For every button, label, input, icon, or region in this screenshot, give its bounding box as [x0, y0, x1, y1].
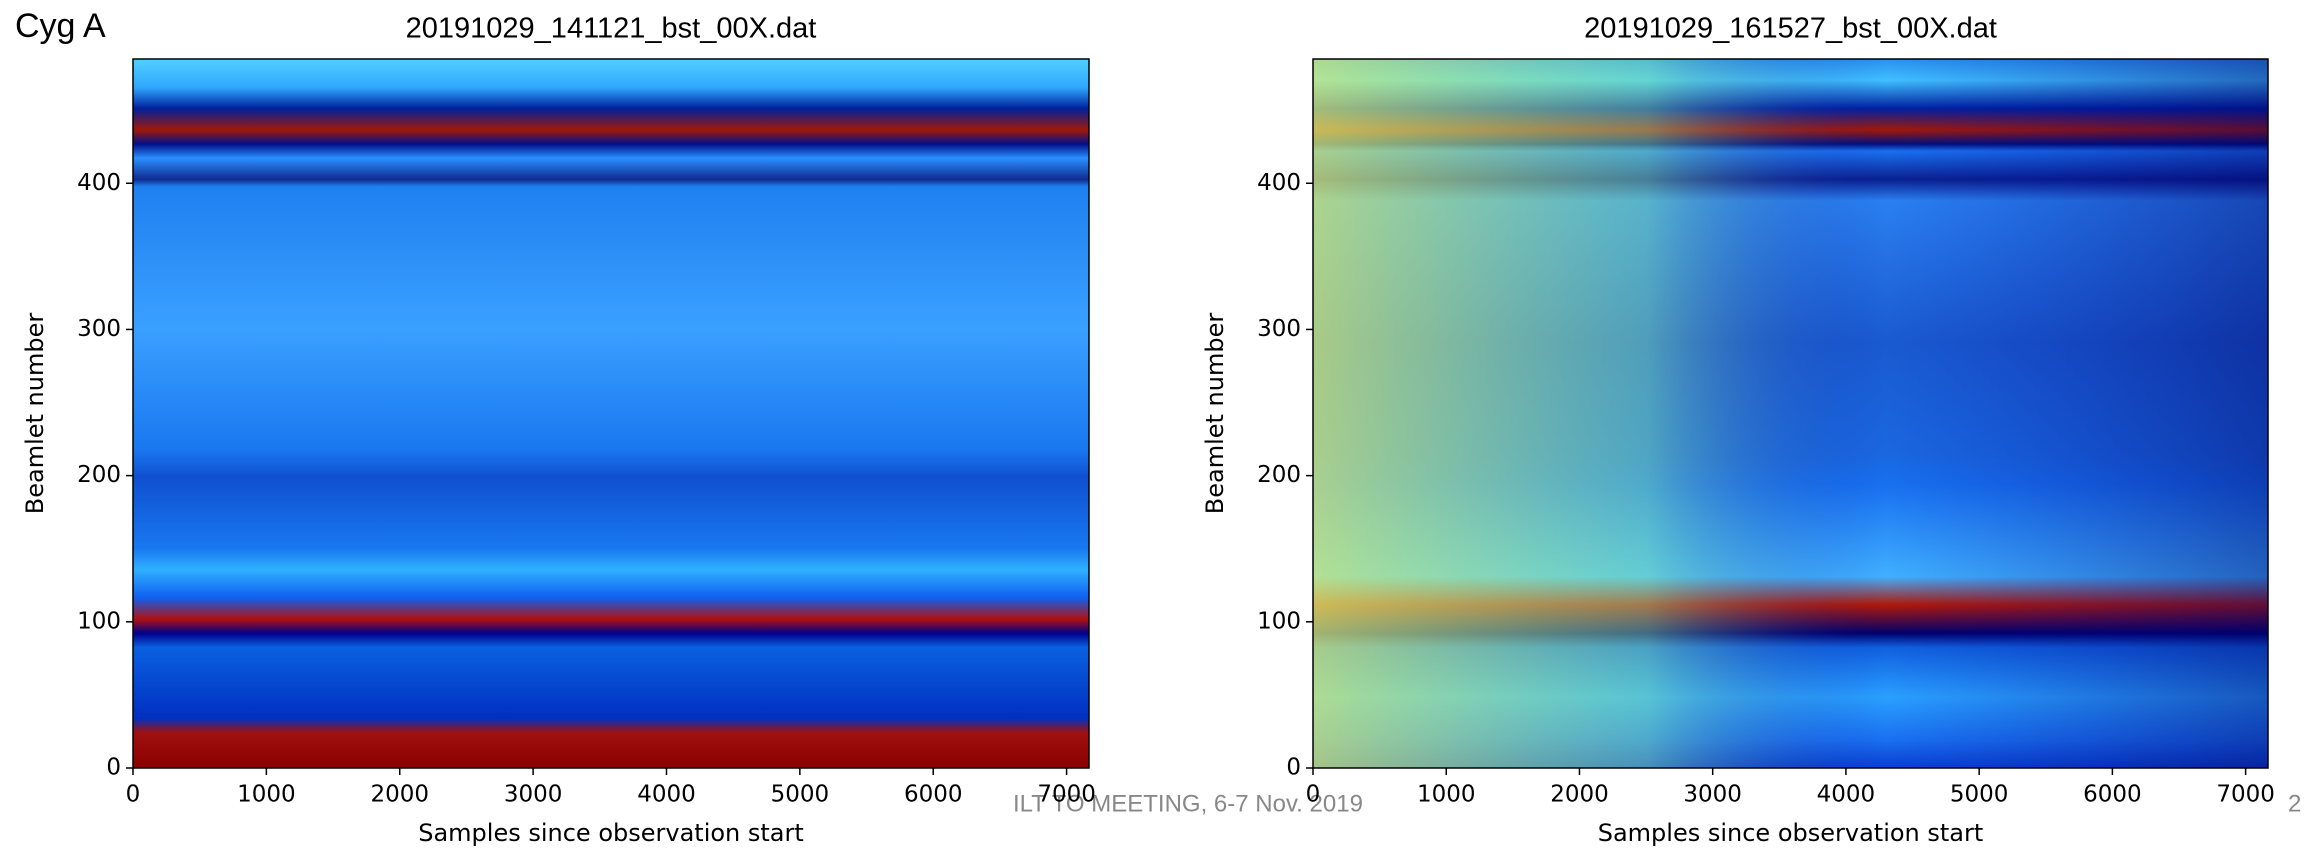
slide-label: Cyg A [15, 7, 106, 45]
plot-frame [132, 58, 1090, 769]
x-tick-label: 7000 [2216, 782, 2275, 808]
y-tick-label: 300 [1257, 316, 1301, 342]
x-tick-label: 4000 [637, 782, 696, 808]
x-tick-label: 2000 [370, 782, 429, 808]
x-tick-label: 5000 [771, 782, 830, 808]
x-axis-label: Samples since observation start [418, 819, 804, 847]
footer: ILT TO MEETING, 6-7 Nov. 2019 [1013, 790, 1363, 817]
y-tick-label: 200 [1257, 462, 1301, 488]
x-tick-label: 5000 [1950, 782, 2009, 808]
y-tick-label: 0 [1286, 755, 1301, 781]
plot-frame [1312, 58, 2269, 769]
y-tick-label: 400 [77, 170, 121, 196]
x-tick-label: 6000 [904, 782, 963, 808]
x-tick-label: 4000 [1817, 782, 1876, 808]
x-tick-label: 2000 [1550, 782, 1609, 808]
y-tick-label: 200 [77, 462, 121, 488]
x-tick-label: 1000 [237, 782, 296, 808]
x-tick-label: 7000 [1037, 782, 1096, 808]
y-tick-label: 0 [106, 755, 121, 781]
x-tick-label: 3000 [1683, 782, 1742, 808]
chart-title: 20191029_141121_bst_00X.dat [406, 13, 817, 45]
y-tick-label: 400 [1257, 170, 1301, 196]
y-axis-label: Beamlet number [21, 313, 49, 515]
y-tick-label: 100 [77, 608, 121, 634]
x-tick-label: 0 [1306, 782, 1321, 808]
x-tick-label: 6000 [2083, 782, 2142, 808]
y-tick-label: 100 [1257, 608, 1301, 634]
heatmap-image [133, 59, 1089, 768]
heatmap-shading [1313, 59, 2268, 768]
y-axis-label: Beamlet number [1201, 313, 1229, 515]
x-tick-label: 1000 [1417, 782, 1476, 808]
y-tick-label: 300 [77, 316, 121, 342]
x-axis-label: Samples since observation start [1598, 819, 1984, 847]
x-tick-label: 3000 [504, 782, 563, 808]
x-tick-label: 0 [126, 782, 141, 808]
chart-title: 20191029_161527_bst_00X.dat [1584, 13, 1997, 45]
page-number: 2 [2288, 790, 2301, 817]
